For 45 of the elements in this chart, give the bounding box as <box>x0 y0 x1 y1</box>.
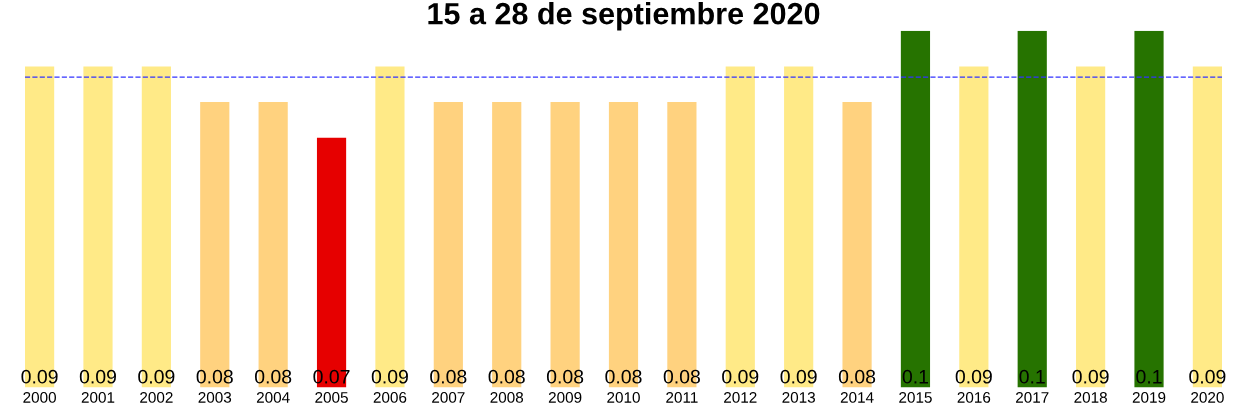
x-tick-label: 2019 <box>1132 392 1166 403</box>
x-tick-label: 2013 <box>782 392 815 403</box>
x-tick-label: 2017 <box>1016 392 1049 403</box>
data-label: 0.1 <box>1019 369 1045 384</box>
x-tick-label: 2018 <box>1074 392 1107 403</box>
chart-title: 15 a 28 de septiembre 2020 <box>428 2 820 31</box>
x-tick-label: 2014 <box>840 392 874 403</box>
data-label: 0.08 <box>488 369 525 384</box>
data-label: 0.09 <box>1072 369 1109 384</box>
data-label: 0.08 <box>196 369 233 384</box>
x-tick-label: 2009 <box>548 392 582 403</box>
data-label: 0.1 <box>902 369 929 384</box>
data-label: 0.08 <box>255 369 292 384</box>
x-tick-label: 2004 <box>256 392 290 403</box>
data-label: 0.08 <box>430 369 467 384</box>
data-label: 0.09 <box>138 369 175 384</box>
data-label: 0.08 <box>605 369 642 384</box>
bar <box>1134 30 1164 388</box>
data-label: 0.08 <box>838 369 876 384</box>
x-tick-label: 2006 <box>373 392 407 403</box>
data-label: 0.09 <box>371 369 408 384</box>
data-label: 0.09 <box>780 369 817 384</box>
data-label: 0.1 <box>1136 369 1162 384</box>
x-tick-label: 2001 <box>81 392 115 403</box>
bar <box>900 30 931 388</box>
data-label: 0.09 <box>1189 369 1226 384</box>
x-tick-label: 2002 <box>140 392 173 403</box>
x-tick-label: 2016 <box>957 392 991 403</box>
x-tick-label: 2008 <box>490 392 524 403</box>
x-tick-label: 2015 <box>899 392 932 403</box>
data-label: 0.09 <box>79 369 116 384</box>
x-tick-label: 2011 <box>666 392 698 403</box>
x-tick-label: 2012 <box>724 392 757 403</box>
x-tick-label: 2005 <box>315 392 348 403</box>
x-tick-label: 2007 <box>432 392 465 403</box>
x-tick-label: 2020 <box>1191 392 1224 403</box>
data-label: 0.09 <box>722 369 759 384</box>
x-tick-label: 2010 <box>607 392 640 403</box>
bar <box>1017 30 1047 388</box>
data-label: 0.08 <box>663 369 700 384</box>
data-label: 0.09 <box>21 369 58 384</box>
data-label: 0.08 <box>546 369 584 384</box>
data-label: 0.09 <box>955 369 992 384</box>
x-tick-label: 2000 <box>23 392 56 403</box>
x-tick-label: 2003 <box>198 392 232 403</box>
